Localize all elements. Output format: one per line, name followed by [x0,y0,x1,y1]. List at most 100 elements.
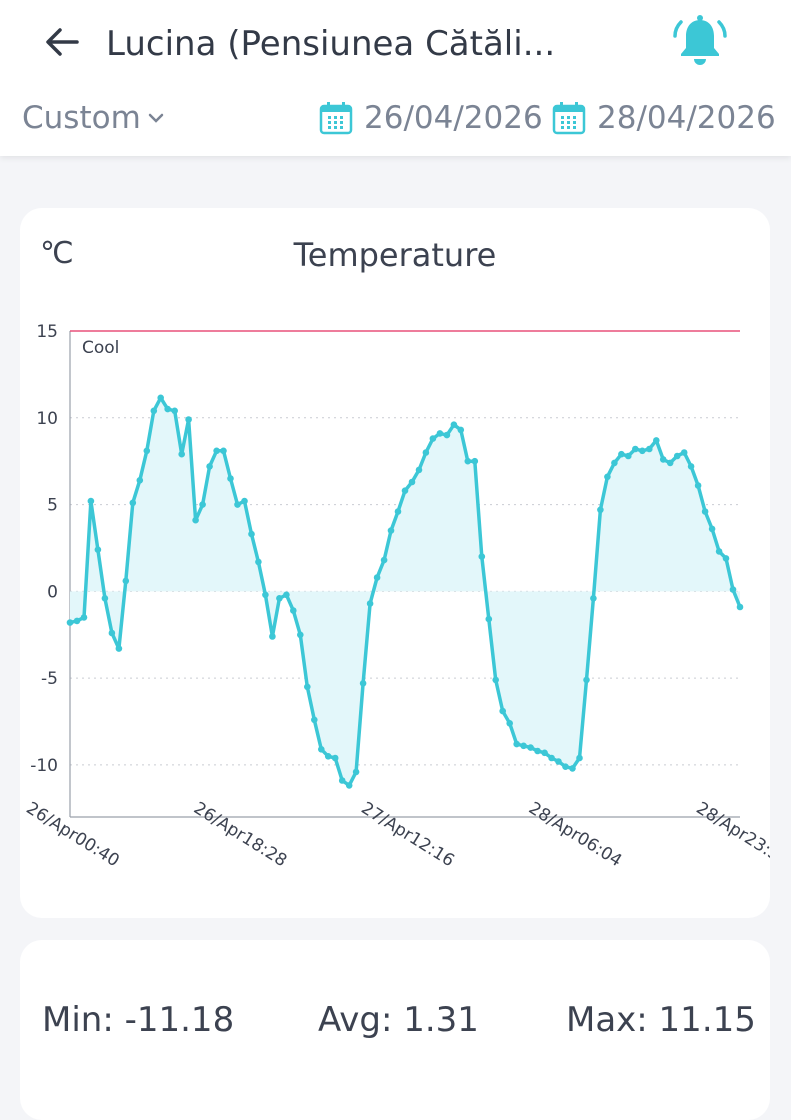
data-point [653,437,660,444]
data-point [583,676,590,684]
data-point [673,452,681,460]
data-point [94,546,102,553]
data-point [220,447,227,455]
data-point [443,431,451,439]
data-point [164,405,171,413]
range-dropdown[interactable]: Custom [22,96,165,140]
data-point [157,394,164,402]
data-point [506,720,513,727]
data-point [527,744,534,751]
data-point [562,763,569,770]
data-point [269,633,276,640]
data-point [464,457,472,465]
data-point [604,473,611,481]
data-point [513,740,520,748]
data-point [450,421,458,428]
data-point [373,574,381,581]
range-label: Custom [22,100,141,136]
arrow-left-icon [46,28,79,56]
data-point [345,782,353,789]
data-point [331,754,339,762]
data-point [687,463,695,470]
data-point [304,683,311,691]
data-point [108,629,116,637]
data-point [129,499,137,507]
data-point [276,595,283,602]
x-tick-label: 26/Apr00:40 [23,798,123,871]
threshold-label: Cool [82,338,119,358]
data-point [101,595,109,602]
back-button[interactable] [38,18,86,66]
y-tick-label: -5 [41,669,58,689]
temperature-chart[interactable]: 15 10 5 0 -5 -10 Cool 26/Apr00:40 26/Apr18:28 27/… [20,208,770,918]
data-point [394,508,402,515]
calendar-icon [319,102,353,135]
y-tick-label: 10 [36,409,58,429]
stats-card: Min: -11.18 Avg: 1.31 Max: 11.15 [20,940,770,1120]
alarm-button[interactable] [670,12,730,72]
data-point [639,447,646,455]
data-point [171,407,178,415]
data-point [632,445,639,453]
data-point [422,449,430,456]
data-point [248,530,255,538]
data-point [192,516,199,524]
data-point [366,600,374,607]
temperature-chart-card: 15 10 5 0 -5 -10 Cool 26/Apr00:40 26/Apr18:28 27/… [20,208,770,918]
data-point [471,457,479,465]
data-point [199,501,206,508]
data-point [115,645,123,652]
data-point [136,477,144,484]
data-point [283,591,290,599]
data-point [590,595,597,602]
data-point [666,459,674,467]
data-point [436,430,444,437]
data-point [324,753,332,760]
data-point [694,482,702,489]
end-date-picker[interactable]: 28/04/2026 [551,96,776,140]
data-point [234,501,241,508]
min-value: Min: -11.18 [42,1000,235,1040]
chevron-down-icon [148,113,164,123]
data-point [646,445,653,453]
data-point [548,754,555,762]
data-point [241,497,248,505]
data-point [534,747,541,755]
x-tick-label: 28/Apr23:53 [693,798,770,871]
data-point [387,527,395,534]
calendar-icon [552,102,586,135]
data-point [569,765,576,772]
data-point [618,450,625,458]
chart-title: Temperature [293,236,497,274]
data-point [359,680,367,687]
data-point [178,450,185,458]
y-tick-label: 15 [36,322,58,342]
data-point [66,619,74,626]
data-point [457,426,465,434]
data-point [401,487,409,495]
data-point [213,447,220,455]
max-value: Max: 11.15 [566,1000,756,1040]
data-point [708,525,716,533]
data-point [255,558,262,566]
data-point [352,768,360,776]
data-point [318,746,325,753]
y-tick-label: -10 [30,756,58,776]
y-tick-label: 0 [47,582,58,602]
data-point [520,742,527,750]
data-point [150,407,158,415]
data-point [380,556,388,564]
data-point [122,577,130,585]
data-point [143,447,151,455]
data-point [262,591,269,599]
app-header: Lucina (Pensiunea Cătăli... Custom 2 [0,0,791,156]
data-point [555,758,562,765]
data-point [478,553,486,560]
x-tick-label: 28/Apr06:04 [525,798,625,871]
data-point [227,475,234,482]
start-date-value: 26/04/2026 [364,100,543,136]
data-point [311,716,318,724]
data-point [80,614,88,621]
data-point [659,456,667,463]
start-date-picker[interactable]: 26/04/2026 [318,96,543,140]
